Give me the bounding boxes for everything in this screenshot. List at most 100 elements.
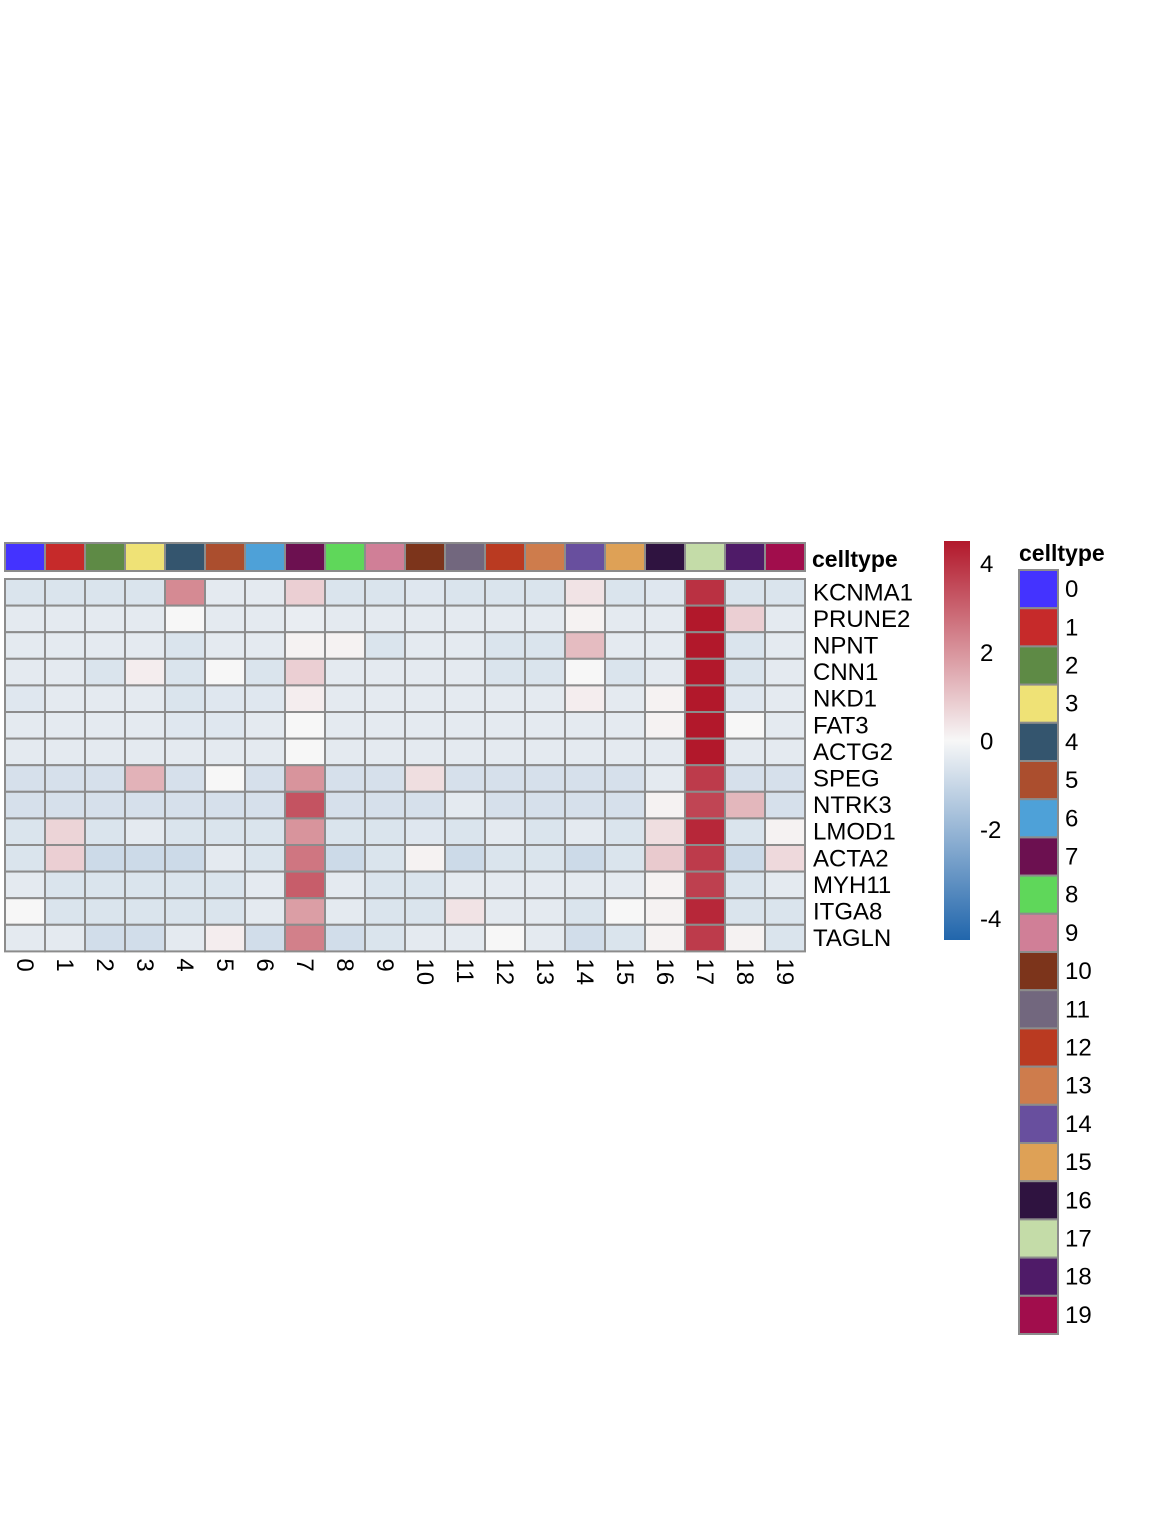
heatmap-cell [484, 684, 526, 714]
heatmap-cell [404, 817, 446, 847]
colorbar-tick-label: 4 [980, 551, 993, 578]
heatmap-cell [524, 844, 566, 873]
column-label: 2 [91, 958, 118, 971]
column-label: 1 [51, 958, 78, 971]
legend-label: 6 [1065, 805, 1078, 832]
annotation-cell [84, 542, 126, 572]
legend-label: 14 [1065, 1111, 1092, 1138]
column-label: 8 [331, 958, 358, 971]
heatmap-cell [604, 684, 646, 714]
heatmap-cell [244, 578, 286, 607]
annotation-cell [684, 542, 726, 572]
heatmap-cell [44, 684, 86, 714]
heatmap-cell [404, 897, 446, 926]
heatmap-cell [244, 631, 286, 660]
heatmap-cell [484, 844, 526, 873]
heatmap-cell [444, 897, 486, 926]
annotation-cell [764, 542, 806, 572]
heatmap-cell [204, 897, 246, 926]
heatmap-cell [324, 631, 366, 660]
heatmap-cell [644, 790, 686, 820]
heatmap-cell [564, 631, 606, 660]
heatmap-cell [684, 764, 726, 793]
heatmap-cell [564, 711, 606, 740]
heatmap-cell [204, 870, 246, 900]
heatmap-cell [684, 578, 726, 607]
annotation-cell [324, 542, 366, 572]
heatmap-cell [444, 578, 486, 607]
legend-swatch [1018, 645, 1059, 686]
heatmap-cell [164, 737, 206, 767]
legend-swatch [1018, 836, 1059, 877]
heatmap-cell [484, 578, 526, 607]
heatmap-cell [324, 711, 366, 740]
column-labels: 0 1 2 3 4 5 6 7 8 9 10 11 12 13 14 15 16 17 18 19 [11, 958, 798, 985]
heatmap-cell [204, 764, 246, 793]
legend-swatch [1018, 1180, 1059, 1221]
heatmap-cell [604, 817, 646, 847]
heatmap-cell [284, 657, 326, 687]
legend-label: 15 [1065, 1149, 1092, 1176]
heatmap-cell [84, 897, 126, 926]
heatmap-cell [44, 844, 86, 873]
heatmap-cell [364, 657, 406, 687]
heatmap-cell [764, 897, 806, 926]
annotation-cell [724, 542, 766, 572]
heatmap-cell [524, 897, 566, 926]
row-label: CNN1 [813, 659, 878, 686]
heatmap-cell [164, 817, 206, 847]
heatmap-cell [764, 737, 806, 767]
heatmap-cell [644, 870, 686, 900]
heatmap-cell [204, 737, 246, 767]
heatmap-cell [324, 657, 366, 687]
row-label: MYH11 [813, 872, 891, 899]
heatmap-cell [444, 817, 486, 847]
heatmap-cell [724, 657, 766, 687]
heatmap-cell [244, 923, 286, 953]
heatmap-cell [604, 870, 646, 900]
heatmap-cell [524, 923, 566, 953]
heatmap-cell [364, 631, 406, 660]
heatmap-cell [724, 897, 766, 926]
heatmap-cell [364, 870, 406, 900]
legend-label: 11 [1065, 996, 1090, 1023]
colorbar-tick-labels: 4 2 0 -2 -4 [980, 551, 1001, 933]
heatmap-cell [244, 870, 286, 900]
column-label: 10 [411, 958, 438, 985]
heatmap-cell [444, 870, 486, 900]
heatmap-cell [324, 870, 366, 900]
heatmap-cell [284, 817, 326, 847]
legend-label: 19 [1065, 1302, 1092, 1329]
annotation-cell [4, 542, 46, 572]
heatmap-cell [524, 737, 566, 767]
heatmap-cell [204, 817, 246, 847]
legend-label: 2 [1065, 653, 1078, 680]
heatmap-cell [604, 790, 646, 820]
heatmap-cell [124, 684, 166, 714]
heatmap-cell [84, 844, 126, 873]
heatmap-cell [84, 817, 126, 847]
heatmap-cell [44, 923, 86, 953]
heatmap-cell [484, 817, 526, 847]
legend-swatch [1018, 569, 1059, 610]
heatmap-cell [484, 711, 526, 740]
heatmap-cell [764, 790, 806, 820]
row-label: TAGLN [813, 925, 891, 952]
heatmap-cell [724, 711, 766, 740]
row-label: LMOD1 [813, 819, 896, 846]
heatmap-cell [44, 764, 86, 793]
heatmap-cell [284, 578, 326, 607]
legend-swatch [1018, 1256, 1059, 1297]
heatmap-cell [404, 657, 446, 687]
heatmap-cell [604, 604, 646, 634]
column-label: 13 [531, 958, 558, 985]
annotation-cell [204, 542, 246, 572]
heatmap-cell [644, 764, 686, 793]
annotation-cell [524, 542, 566, 572]
legend-label: 5 [1065, 767, 1078, 794]
heatmap-cell [124, 631, 166, 660]
legend-swatch [1018, 721, 1059, 762]
legend-title: celltype [1019, 540, 1105, 566]
heatmap-cell [364, 844, 406, 873]
